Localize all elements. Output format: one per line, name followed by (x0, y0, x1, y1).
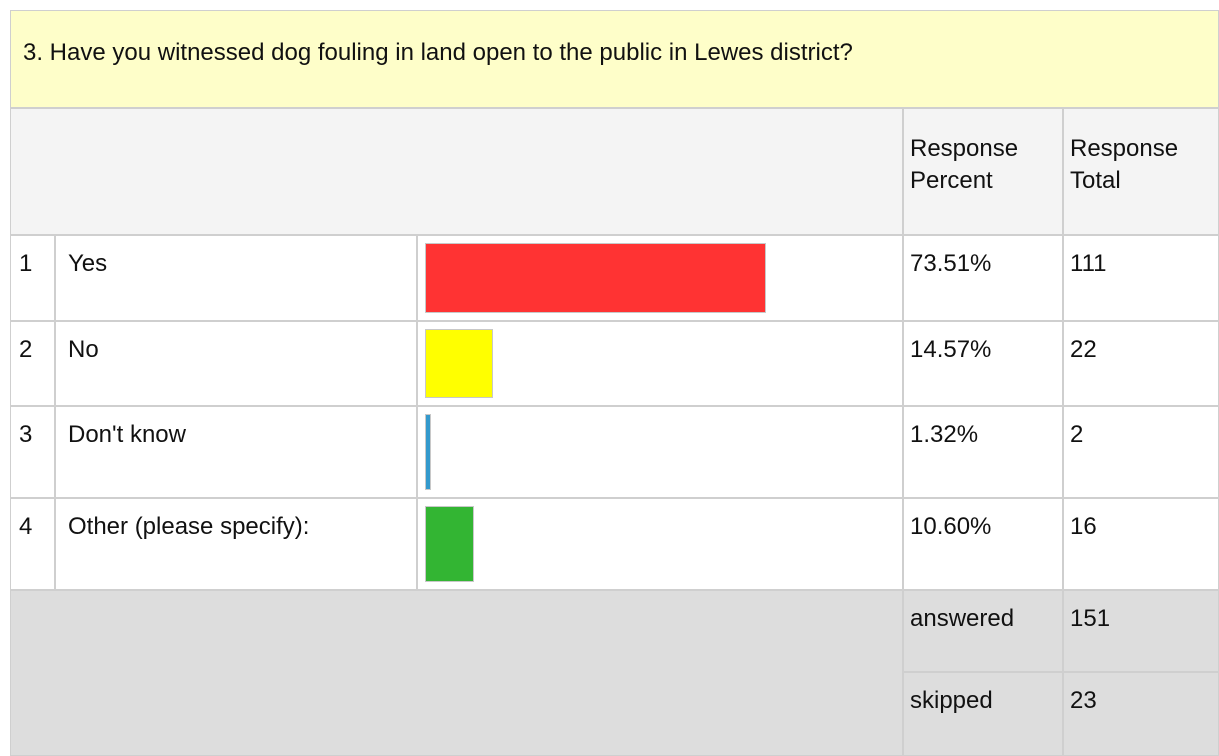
row-total: 111 (1063, 235, 1219, 321)
summary-blank (10, 590, 903, 756)
bar (425, 329, 493, 398)
summary-value: 151 (1063, 590, 1219, 672)
bar-cell (417, 321, 903, 406)
row-total: 16 (1063, 498, 1219, 590)
row-label: Yes (55, 235, 417, 321)
summary-value: 23 (1063, 672, 1219, 756)
header-blank (10, 108, 903, 235)
row-percent: 73.51% (903, 235, 1063, 321)
header-percent-text: Response Percent (910, 135, 1019, 194)
row-percent: 14.57% (903, 321, 1063, 406)
question-header: 3. Have you witnessed dog fouling in lan… (10, 10, 1219, 108)
row-index: 4 (10, 498, 55, 590)
row-percent: 10.60% (903, 498, 1063, 590)
header-percent: Response Percent (903, 108, 1063, 235)
bar-cell (417, 406, 903, 498)
question-title: 3. Have you witnessed dog fouling in lan… (23, 39, 853, 66)
bar-cell (417, 498, 903, 590)
row-index: 3 (10, 406, 55, 498)
bar (425, 243, 767, 313)
row-index: 2 (10, 321, 55, 406)
row-label: Other (please specify): (55, 498, 417, 590)
header-total-text: Response Total (1070, 135, 1179, 194)
row-label: Don't know (55, 406, 417, 498)
row-label: No (55, 321, 417, 406)
header-total: Response Total (1063, 108, 1219, 235)
bar (425, 414, 432, 490)
summary-label: skipped (903, 672, 1063, 756)
row-index: 1 (10, 235, 55, 321)
bar-cell (417, 235, 903, 321)
row-total: 2 (1063, 406, 1219, 498)
row-percent: 1.32% (903, 406, 1063, 498)
row-total: 22 (1063, 321, 1219, 406)
bar (425, 506, 475, 582)
summary-label: answered (903, 590, 1063, 672)
